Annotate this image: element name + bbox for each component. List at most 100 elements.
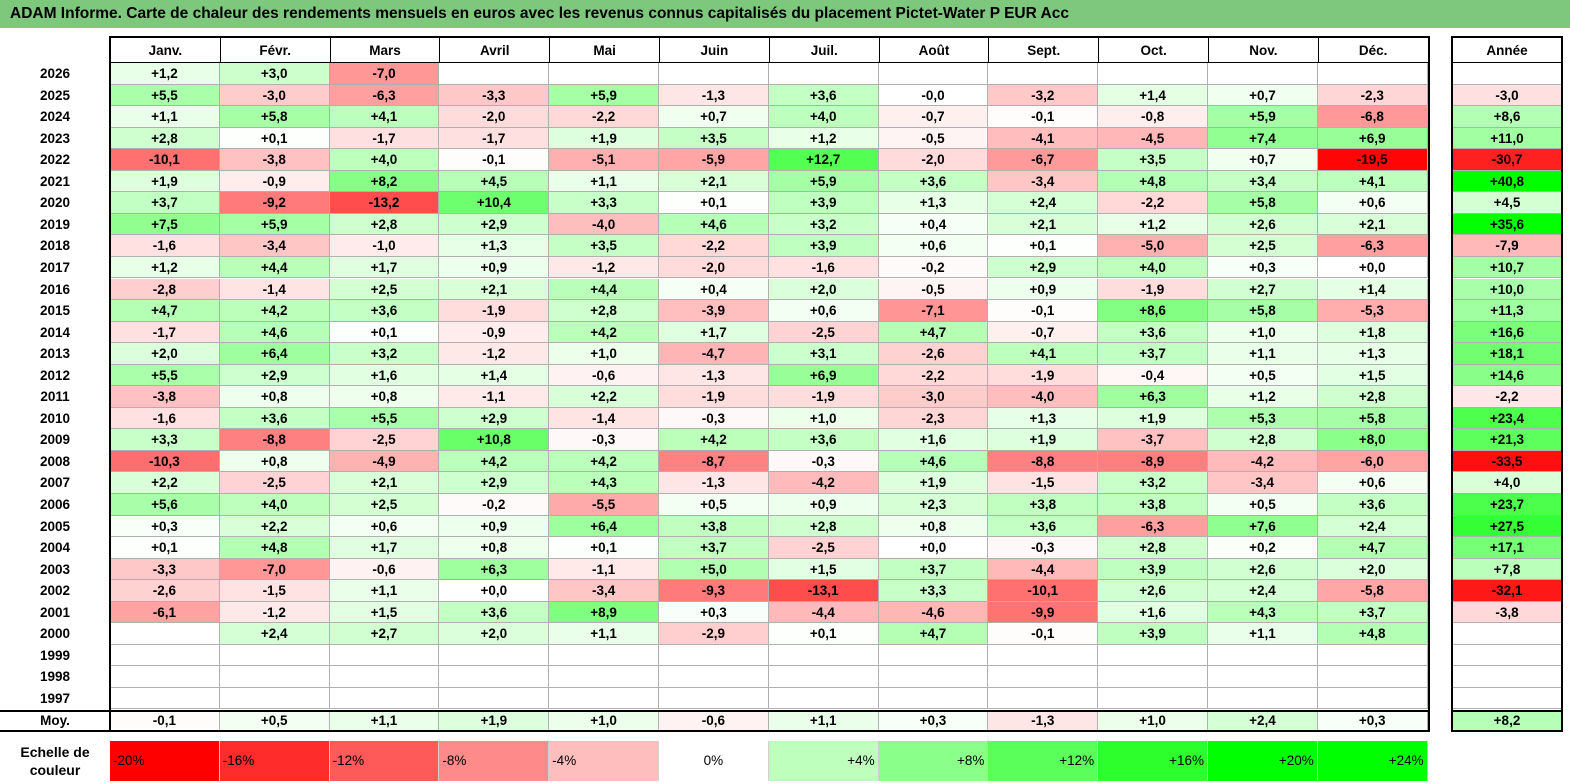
heatmap-cell: +3,9 (1098, 623, 1208, 645)
heatmap-cell: +0,2 (1208, 537, 1318, 559)
heatmap-cell: +1,2 (1208, 386, 1318, 408)
heatmap-cell: -3,3 (110, 558, 220, 581)
heatmap-cell: +1,1 (549, 170, 659, 193)
heatmap-cell: -1,0 (329, 235, 440, 257)
annual-cell (1452, 623, 1562, 645)
heatmap-cell: -1,2 (219, 601, 330, 624)
heatmap-cell: -10,1 (110, 149, 220, 171)
color-scale-swatch: +16% (1098, 741, 1208, 781)
heatmap-cell: -1,1 (549, 558, 659, 581)
heatmap-cell: +3,3 (549, 192, 659, 214)
annual-cell: +21,3 (1452, 429, 1562, 451)
year-label: 2012 (39, 367, 71, 383)
heatmap-cell: +1,6 (329, 364, 440, 387)
heatmap-cell: +3,5 (549, 235, 659, 257)
heatmap-cell: +1,7 (329, 256, 440, 279)
heatmap-cell: +1,1 (1208, 343, 1318, 365)
heatmap-cell: +0,5 (1208, 364, 1318, 387)
heatmap-cell: +5,8 (1208, 192, 1318, 214)
average-cell: +0,3 (1317, 711, 1428, 730)
average-cell: +1,1 (329, 711, 440, 730)
heatmap-cell: +6,3 (439, 558, 550, 581)
heatmap-cell (110, 687, 220, 710)
heatmap-cell: +12,7 (768, 149, 879, 171)
heatmap-cell: +4,3 (1208, 601, 1318, 624)
heatmap-cell: +3,0 (219, 63, 330, 85)
heatmap-cell (329, 687, 440, 710)
year-label: 2000 (39, 626, 71, 642)
heatmap-cell: -0,5 (878, 278, 989, 301)
heatmap-cell: +0,1 (549, 537, 659, 559)
month-header: Nov. (1208, 37, 1319, 63)
heatmap-cell: -3,2 (988, 84, 1099, 107)
annual-cell (1452, 666, 1562, 688)
heatmap-cell: +4,2 (549, 450, 659, 473)
heatmap-cell: -1,7 (439, 127, 550, 150)
heatmap-cell: +4,8 (1317, 623, 1428, 645)
heatmap-cell: +0,5 (659, 494, 769, 516)
heatmap-cell: +6,3 (1098, 386, 1208, 408)
heatmap-cell (549, 644, 659, 667)
heatmap-cell: +0,1 (329, 321, 440, 344)
heatmap-cell: +1,0 (768, 407, 879, 430)
heatmap-cell: +2,2 (549, 386, 659, 408)
heatmap-cell: +4,8 (1098, 170, 1208, 193)
heatmap-cell (1317, 687, 1428, 710)
heatmap-cell: -5,8 (1317, 580, 1428, 602)
heatmap-cell: -0,3 (768, 450, 879, 473)
average-row-divider (0, 709, 1429, 712)
heatmap-cell: +2,9 (439, 213, 550, 236)
heatmap-cell: -7,1 (878, 300, 989, 322)
year-label: 2007 (39, 475, 71, 491)
heatmap-cell: -3,8 (110, 386, 220, 408)
heatmap-cell: +1,9 (878, 472, 989, 494)
heatmap-cell: +1,5 (329, 601, 440, 624)
heatmap-cell: +3,7 (1098, 343, 1208, 365)
heatmap-cell: +0,1 (659, 192, 769, 214)
color-scale-swatch: -4% (549, 741, 659, 781)
heatmap-cell: +3,8 (988, 494, 1099, 516)
heatmap-cell: -0,0 (878, 84, 989, 107)
heatmap-cell: +2,1 (439, 278, 550, 301)
heatmap-cell (659, 666, 769, 688)
heatmap-cell: -9,2 (219, 192, 330, 214)
heatmap-cell: +5,9 (1208, 106, 1318, 128)
average-annual-cell: +8,2 (1452, 711, 1562, 730)
heatmap-cell: +2,4 (1208, 580, 1318, 602)
heatmap-cell: +3,3 (110, 429, 220, 451)
heatmap-cell: +4,7 (878, 321, 989, 344)
year-label: 2013 (39, 346, 71, 362)
heatmap-cell: +3,6 (219, 407, 330, 430)
heatmap-cell: +5,8 (1317, 407, 1428, 430)
heatmap-cell: -0,7 (988, 321, 1099, 344)
year-label: 2004 (39, 540, 71, 556)
heatmap-cell: +2,4 (988, 192, 1099, 214)
heatmap-cell: +10,8 (439, 429, 550, 451)
heatmap-cell: -1,9 (768, 386, 879, 408)
heatmap-cell: -2,6 (110, 580, 220, 602)
heatmap-cell (1098, 666, 1208, 688)
year-label: 2003 (39, 561, 71, 577)
heatmap-cell: +2,1 (988, 213, 1099, 236)
heatmap-cell: -8,8 (219, 429, 330, 451)
heatmap-cell: +3,8 (1098, 494, 1208, 516)
heatmap-cell: +4,4 (549, 278, 659, 301)
heatmap-cell (878, 63, 989, 85)
heatmap-cell: -1,3 (659, 472, 769, 494)
year-label: 2008 (39, 453, 71, 469)
heatmap-cell: +3,5 (1098, 149, 1208, 171)
heatmap-cell (110, 666, 220, 688)
heatmap-cell (878, 666, 989, 688)
annual-cell: -7,9 (1452, 235, 1562, 257)
heatmap-cell: -4,0 (988, 386, 1099, 408)
heatmap-cell: -0,3 (659, 407, 769, 430)
heatmap-cell: -2,3 (878, 407, 989, 430)
heatmap-cell (1208, 63, 1318, 85)
heatmap-cell: +0,1 (988, 235, 1099, 257)
heatmap-cell: -2,0 (439, 106, 550, 128)
heatmap-cell: -1,9 (659, 386, 769, 408)
heatmap-cell: +4,2 (549, 321, 659, 344)
annual-cell: +8,6 (1452, 106, 1562, 128)
heatmap-cell (659, 644, 769, 667)
